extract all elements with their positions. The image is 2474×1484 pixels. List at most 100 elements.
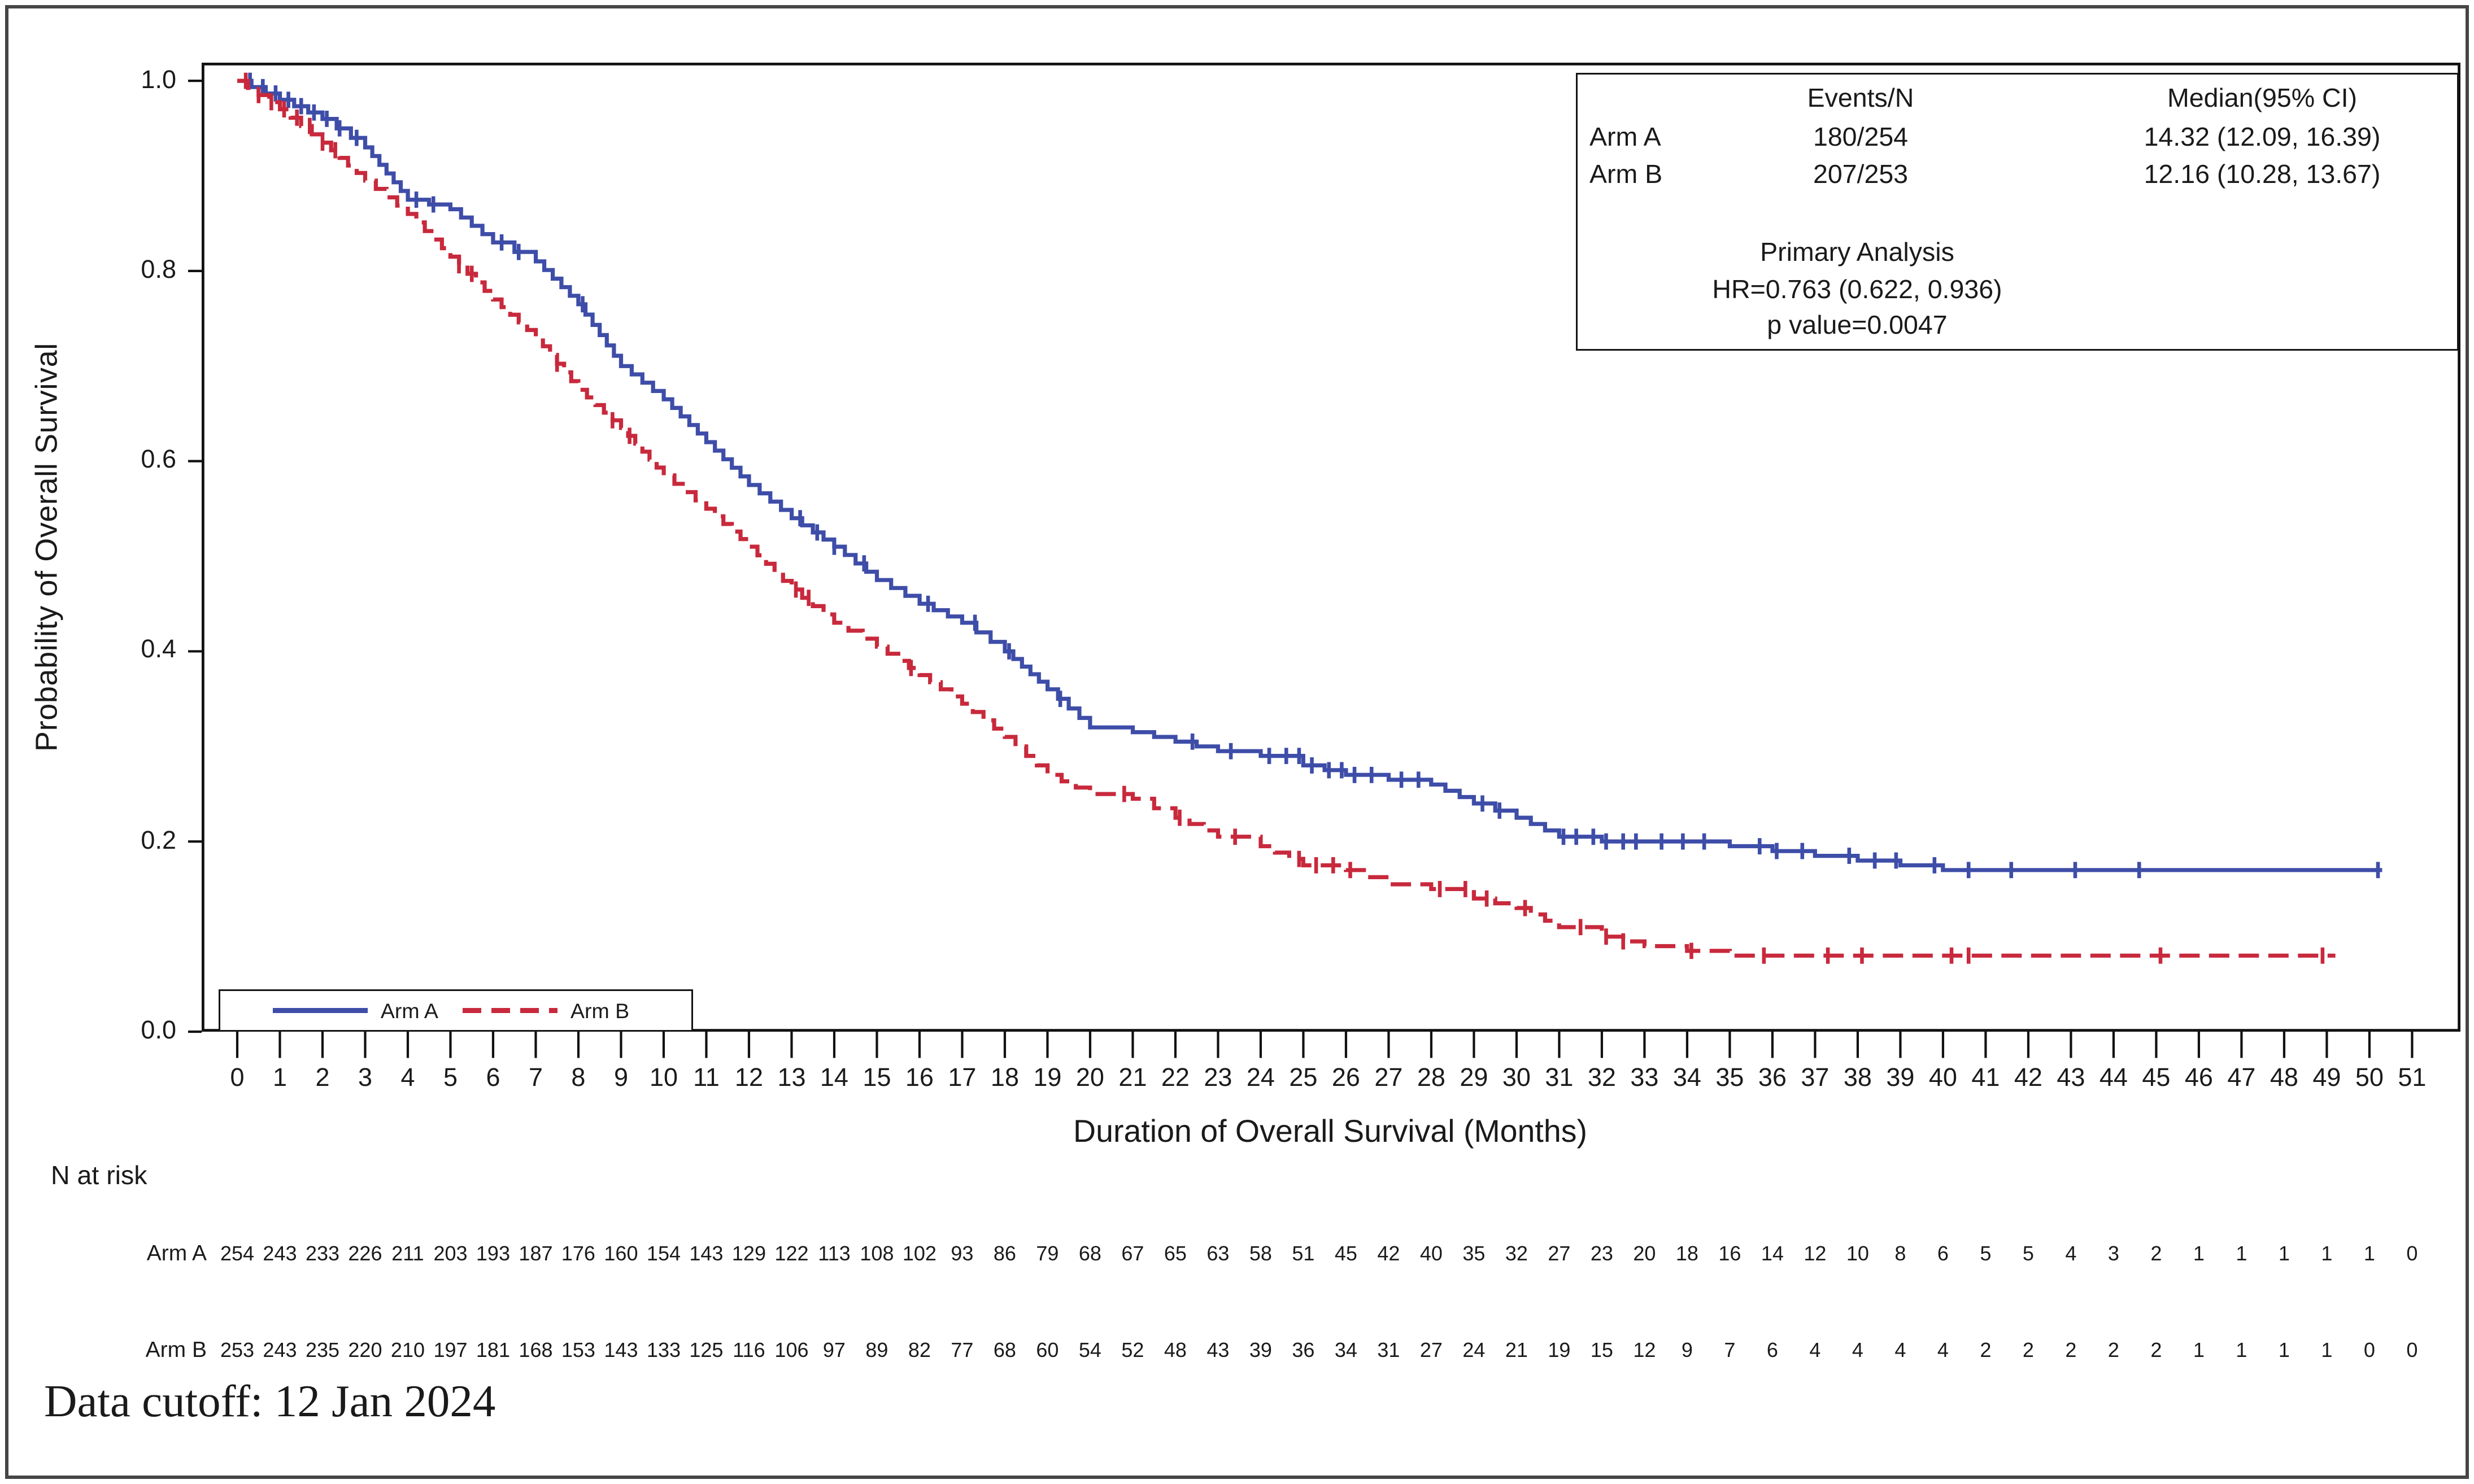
km-plot-area (188, 63, 2461, 1058)
risk-count: 122 (774, 1242, 809, 1265)
x-tick-label: 20 (1075, 1064, 1104, 1093)
risk-count: 20 (1633, 1242, 1656, 1265)
primary-analysis-block: Primary Analysis HR=0.763 (0.622, 0.936)… (1578, 235, 2137, 345)
risk-count: 54 (1078, 1338, 1101, 1362)
risk-count: 102 (902, 1242, 937, 1265)
risk-count: 8 (1894, 1242, 1906, 1265)
risk-count: 2 (2022, 1338, 2034, 1362)
risk-count: 79 (1036, 1242, 1059, 1265)
x-tick-label: 31 (1545, 1064, 1574, 1093)
risk-count: 210 (390, 1338, 425, 1362)
risk-count: 0 (2406, 1242, 2418, 1265)
x-tick-label: 28 (1417, 1064, 1445, 1093)
legend-line-arm-a (272, 1008, 367, 1013)
x-tick-label: 36 (1758, 1064, 1787, 1093)
x-tick-label: 0 (230, 1064, 245, 1093)
risk-count: 5 (1980, 1242, 1992, 1265)
x-tick-label: 48 (2270, 1064, 2298, 1093)
x-tick-label: 9 (613, 1064, 628, 1093)
risk-count: 187 (519, 1242, 553, 1265)
risk-count: 48 (1164, 1338, 1187, 1362)
statistics-box: Events/N Median(95% CI) Arm A 180/254 14… (1576, 73, 2459, 351)
risk-count: 1 (2321, 1338, 2333, 1362)
risk-count: 2 (2107, 1338, 2119, 1362)
risk-count: 27 (1419, 1338, 1443, 1362)
risk-count: 1 (2236, 1338, 2247, 1362)
x-tick-label: 21 (1118, 1064, 1147, 1093)
stats-events-arm-b: 207/253 (1813, 161, 1909, 190)
risk-count: 2 (2150, 1338, 2162, 1362)
x-tick-label: 44 (2099, 1064, 2128, 1093)
risk-count: 235 (305, 1338, 340, 1362)
risk-count: 58 (1249, 1242, 1272, 1265)
risk-count: 60 (1036, 1338, 1059, 1362)
risk-count: 203 (433, 1242, 468, 1265)
figure-border (5, 5, 2469, 1479)
risk-count: 6 (1766, 1338, 1778, 1362)
risk-count: 243 (263, 1242, 297, 1265)
legend-line-arm-b (461, 1008, 557, 1013)
x-tick-label: 14 (820, 1064, 848, 1093)
risk-count: 4 (2065, 1242, 2077, 1265)
risk-count: 143 (689, 1242, 724, 1265)
risk-count: 24 (1462, 1338, 1486, 1362)
risk-count: 176 (561, 1242, 595, 1265)
x-tick-label: 27 (1374, 1064, 1403, 1093)
x-axis-title: Duration of Overall Survival (Months) (1073, 1113, 1587, 1149)
risk-count: 129 (731, 1242, 766, 1265)
risk-count: 10 (1846, 1242, 1869, 1265)
risk-count: 168 (519, 1338, 553, 1362)
p-value-line: p value=0.0047 (1767, 312, 1948, 341)
risk-count: 9 (1681, 1338, 1693, 1362)
x-tick-label: 23 (1204, 1064, 1232, 1093)
risk-count: 181 (476, 1338, 510, 1362)
data-cutoff-note: Data cutoff: 12 Jan 2024 (44, 1376, 496, 1426)
risk-row-label: Arm B (145, 1337, 207, 1362)
plot-frame (202, 63, 2461, 1032)
risk-count: 226 (348, 1242, 382, 1265)
risk-count: 42 (1377, 1242, 1400, 1265)
risk-count: 43 (1206, 1338, 1230, 1362)
risk-count: 133 (646, 1338, 681, 1362)
stats-median-arm-b: 12.16 (10.28, 13.67) (2144, 161, 2381, 190)
risk-count: 143 (604, 1338, 638, 1362)
x-tick-label: 25 (1289, 1064, 1318, 1093)
risk-count: 15 (1590, 1338, 1613, 1362)
risk-count: 1 (2193, 1338, 2205, 1362)
risk-count: 1 (2321, 1242, 2333, 1265)
x-tick-label: 43 (2057, 1064, 2085, 1093)
x-tick-label: 18 (990, 1064, 1019, 1093)
x-tick-label: 19 (1033, 1064, 1062, 1093)
hazard-ratio-line: HR=0.763 (0.622, 0.936) (1712, 275, 2002, 304)
x-tick-label: 38 (1843, 1064, 1872, 1093)
x-tick-label: 46 (2184, 1064, 2213, 1093)
x-tick-label: 35 (1715, 1064, 1744, 1093)
risk-count: 106 (774, 1338, 809, 1362)
risk-count: 0 (2406, 1338, 2418, 1362)
stats-row-label-arm-a: Arm A (1589, 124, 1661, 152)
primary-analysis-title: Primary Analysis (1760, 239, 1954, 268)
risk-count: 89 (865, 1338, 888, 1362)
risk-count: 51 (1292, 1242, 1315, 1265)
risk-count: 0 (2363, 1338, 2375, 1362)
risk-count: 4 (1937, 1338, 1949, 1362)
risk-count: 21 (1505, 1338, 1528, 1362)
x-tick-label: 39 (1886, 1064, 1915, 1093)
risk-count: 153 (561, 1338, 595, 1362)
y-tick-label: 1.0 (141, 66, 176, 95)
risk-count: 2 (2065, 1338, 2077, 1362)
risk-count: 160 (604, 1242, 638, 1265)
x-tick-label: 11 (693, 1064, 720, 1093)
risk-count: 116 (733, 1338, 765, 1362)
risk-count: 233 (305, 1242, 340, 1265)
x-tick-label: 1 (272, 1064, 287, 1093)
risk-count: 67 (1121, 1242, 1144, 1265)
risk-count: 86 (993, 1242, 1016, 1265)
x-tick-label: 51 (2398, 1064, 2427, 1093)
risk-count: 97 (822, 1338, 846, 1362)
risk-count: 82 (908, 1338, 931, 1362)
x-tick-label: 40 (1928, 1064, 1957, 1093)
risk-count: 125 (689, 1338, 724, 1362)
risk-count: 77 (951, 1338, 974, 1362)
risk-count: 68 (1078, 1242, 1101, 1265)
